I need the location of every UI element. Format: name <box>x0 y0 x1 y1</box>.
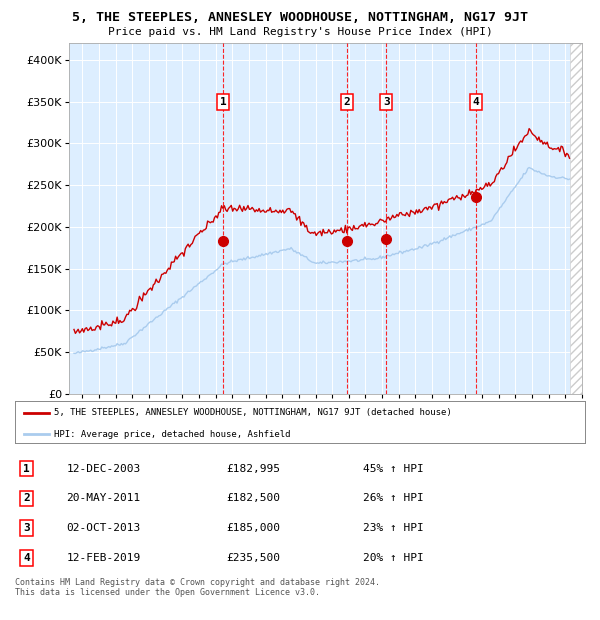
Text: £182,500: £182,500 <box>226 494 280 503</box>
Text: 23% ↑ HPI: 23% ↑ HPI <box>362 523 424 533</box>
Text: 4: 4 <box>23 553 30 563</box>
Text: 20% ↑ HPI: 20% ↑ HPI <box>362 553 424 563</box>
Text: 20-MAY-2011: 20-MAY-2011 <box>66 494 140 503</box>
Text: 2: 2 <box>343 97 350 107</box>
Text: 02-OCT-2013: 02-OCT-2013 <box>66 523 140 533</box>
Text: 45% ↑ HPI: 45% ↑ HPI <box>362 464 424 474</box>
Text: 3: 3 <box>383 97 389 107</box>
Text: £235,500: £235,500 <box>226 553 280 563</box>
Text: 2: 2 <box>23 494 30 503</box>
Text: 1: 1 <box>23 464 30 474</box>
Text: 3: 3 <box>23 523 30 533</box>
Text: Price paid vs. HM Land Registry's House Price Index (HPI): Price paid vs. HM Land Registry's House … <box>107 27 493 37</box>
Text: Contains HM Land Registry data © Crown copyright and database right 2024.
This d: Contains HM Land Registry data © Crown c… <box>15 578 380 597</box>
Text: 5, THE STEEPLES, ANNESLEY WOODHOUSE, NOTTINGHAM, NG17 9JT (detached house): 5, THE STEEPLES, ANNESLEY WOODHOUSE, NOT… <box>54 408 452 417</box>
Text: £182,995: £182,995 <box>226 464 280 474</box>
Text: 1: 1 <box>220 97 226 107</box>
Text: 4: 4 <box>472 97 479 107</box>
Text: 5, THE STEEPLES, ANNESLEY WOODHOUSE, NOTTINGHAM, NG17 9JT: 5, THE STEEPLES, ANNESLEY WOODHOUSE, NOT… <box>72 11 528 24</box>
Text: HPI: Average price, detached house, Ashfield: HPI: Average price, detached house, Ashf… <box>54 430 290 438</box>
Text: 12-DEC-2003: 12-DEC-2003 <box>66 464 140 474</box>
Text: 26% ↑ HPI: 26% ↑ HPI <box>362 494 424 503</box>
Text: £185,000: £185,000 <box>226 523 280 533</box>
Text: 12-FEB-2019: 12-FEB-2019 <box>66 553 140 563</box>
